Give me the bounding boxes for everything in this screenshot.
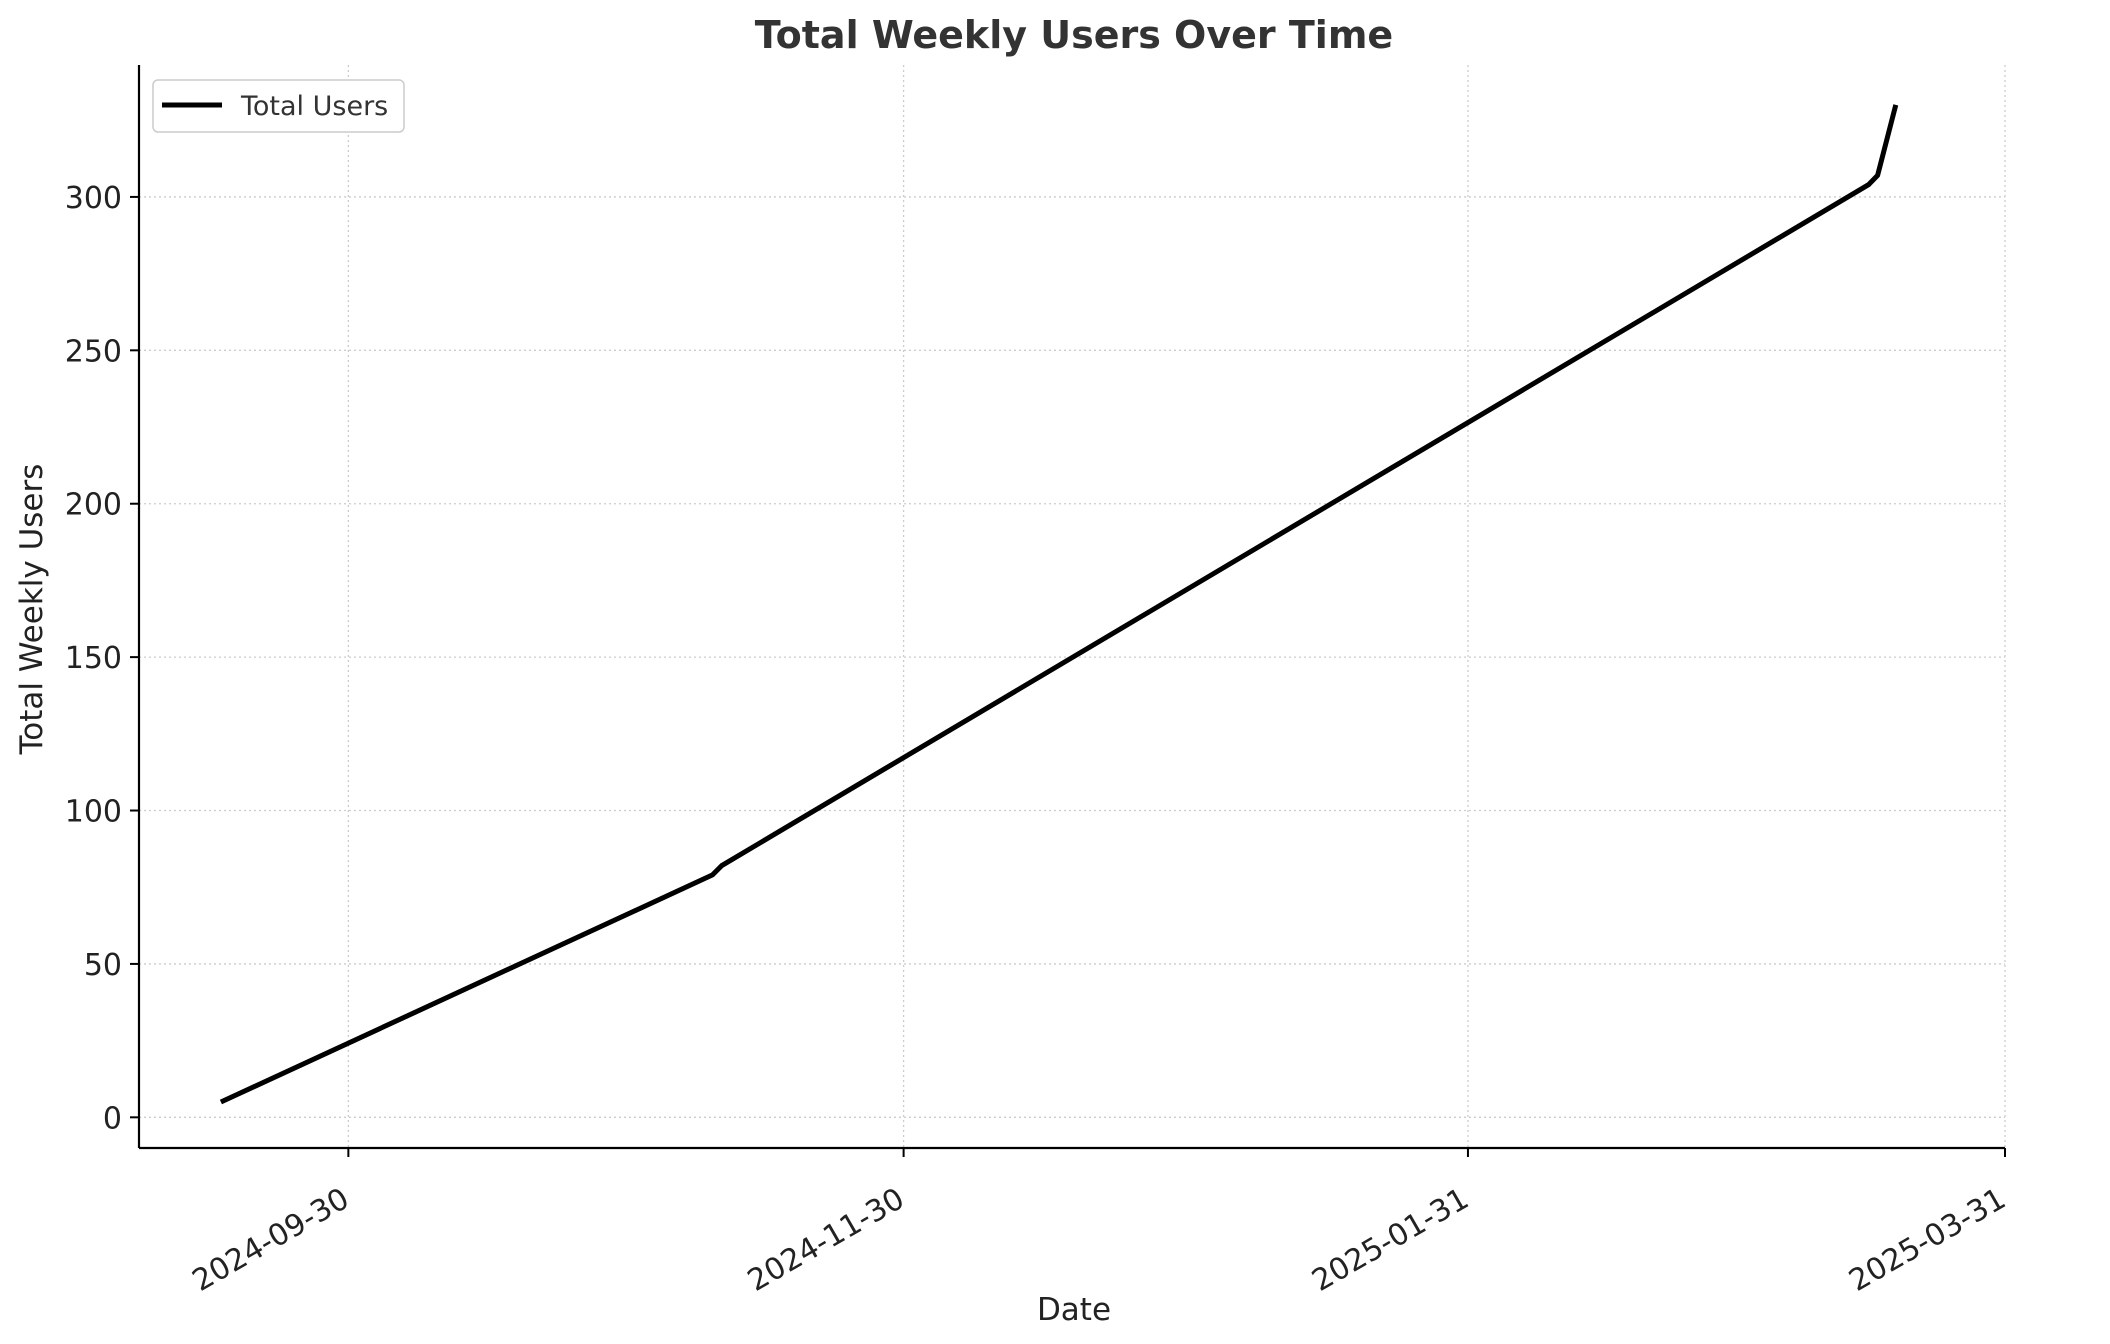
- y-tick-label: 100: [65, 795, 122, 830]
- y-tick-label: 200: [65, 488, 122, 523]
- chart-title: Total Weekly Users Over Time: [755, 13, 1393, 57]
- y-tick-label: 300: [65, 181, 122, 216]
- legend-frame: [152, 79, 405, 133]
- y-axis-ticks: 0 50 100 150 200 250 300: [65, 181, 139, 1136]
- legend-label-total-users: Total Users: [240, 91, 388, 122]
- series-line-total-users: [219, 104, 1899, 1105]
- x-axis-label: Date: [1037, 1292, 1111, 1328]
- legend: Total Users: [152, 79, 405, 133]
- y-gridlines: [139, 196, 2005, 1118]
- series-layer: [219, 104, 1899, 1105]
- y-axis-label: Total Weekly Users: [14, 464, 50, 756]
- axes-spines: [137, 65, 2005, 1150]
- y-tick-label: 0: [103, 1101, 122, 1136]
- y-tick-label: 250: [65, 334, 122, 369]
- y-tick-label: 150: [65, 641, 122, 676]
- y-tick-label: 50: [84, 948, 122, 983]
- x-gridlines: [347, 65, 2006, 1148]
